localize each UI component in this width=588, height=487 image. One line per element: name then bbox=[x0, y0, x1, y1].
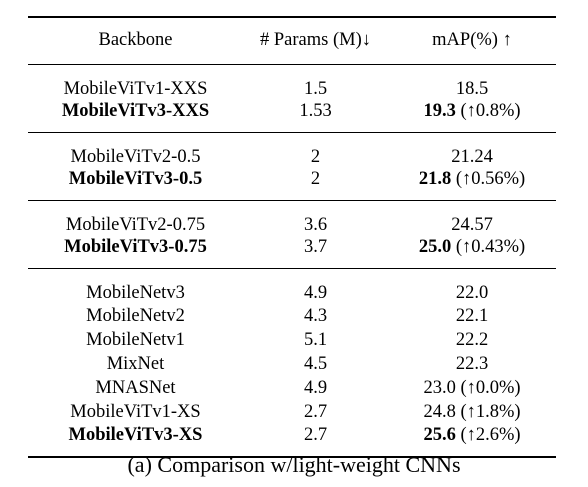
results-table: Backbone # Params (M)↓ mAP(%) ↑ MobileVi… bbox=[28, 16, 556, 458]
cell-backbone: MobileNetv1 bbox=[86, 329, 185, 350]
cell-params: 2.7 bbox=[243, 424, 388, 458]
cell-map: 22.3 bbox=[388, 352, 556, 376]
cell-backbone: MobileNetv2 bbox=[86, 305, 185, 326]
cell-params: 2 bbox=[310, 169, 321, 189]
cell-params: 1.53 bbox=[299, 101, 332, 121]
table-row: MixNet 4.5 22.3 bbox=[28, 352, 556, 376]
map-value: 21.8 bbox=[418, 169, 452, 189]
map-gain: (↑2.6%) bbox=[455, 425, 521, 445]
cell-map: 22.2 bbox=[388, 328, 556, 352]
cell-map: 22.1 bbox=[388, 304, 556, 328]
cell-backbone: MobileViTv2-0.5 bbox=[28, 132, 243, 168]
table-row: MobileViTv2-0.5 2 21.24 bbox=[28, 132, 556, 168]
cell-map: 21.24 bbox=[388, 132, 556, 168]
cell-params: 4.9 bbox=[303, 377, 328, 398]
map-gain: (↑0.8%) bbox=[455, 101, 521, 121]
cell-map: 23.0 (↑0.0%) bbox=[388, 376, 556, 400]
map-value: 22.0 bbox=[455, 282, 489, 303]
cell-backbone: MobileViTv3-XS bbox=[28, 424, 243, 458]
header-map: mAP(%) ↑ bbox=[388, 16, 556, 65]
map-value: 19.3 bbox=[423, 101, 456, 121]
cell-map: 25.6 (↑2.6%) bbox=[388, 424, 556, 458]
cell-params: 2 bbox=[243, 132, 388, 168]
cell-params: 5.1 bbox=[303, 329, 328, 350]
table-row: MobileViTv3-XS 2.7 25.6 (↑2.6%) bbox=[28, 424, 556, 458]
map-gain: (↑0.43%) bbox=[451, 237, 526, 257]
cell-params: 4.3 bbox=[303, 305, 328, 326]
header-backbone: Backbone bbox=[28, 16, 243, 65]
table-row: MobileNetv2 4.3 22.1 bbox=[28, 304, 556, 328]
table-row: MobileNetv3 4.9 22.0 bbox=[28, 268, 556, 304]
cell-backbone: MNASNet bbox=[95, 377, 176, 398]
table-row: MobileViTv3-0.75 3.7 25.0 (↑0.43%) bbox=[28, 236, 556, 269]
map-value: 22.1 bbox=[455, 305, 489, 326]
map-value: 22.3 bbox=[455, 353, 489, 374]
cell-params: 4.9 bbox=[243, 268, 388, 304]
table-row: MobileViTv1-XXS 1.5 18.5 bbox=[28, 65, 556, 101]
cell-map: 19.3 (↑0.8%) bbox=[388, 100, 556, 133]
table-row: MobileNetv1 5.1 22.2 bbox=[28, 328, 556, 352]
table-row: MNASNet 4.9 23.0 (↑0.0%) bbox=[28, 376, 556, 400]
map-value: 25.0 bbox=[418, 237, 452, 257]
table-row: MobileViTv3-0.5 2 21.8 (↑0.56%) bbox=[28, 168, 556, 201]
cell-backbone: MobileViTv1-XS bbox=[70, 401, 201, 422]
cell-backbone: MobileViTv1-XXS bbox=[63, 78, 208, 99]
map-value: 24.57 bbox=[451, 214, 493, 235]
cell-backbone: MobileViTv3-XXS bbox=[61, 101, 210, 121]
header-params: # Params (M)↓ bbox=[243, 16, 388, 65]
cell-backbone: MixNet bbox=[106, 353, 165, 374]
cell-map: 21.8 (↑0.56%) bbox=[388, 168, 556, 201]
table-caption: (a) Comparison w/light-weight CNNs bbox=[127, 452, 461, 477]
cell-params: 3.7 bbox=[303, 237, 328, 257]
table-row: MobileViTv3-XXS 1.53 19.3 (↑0.8%) bbox=[28, 100, 556, 133]
cell-map: 22.0 bbox=[388, 268, 556, 304]
table-row: MobileViTv2-0.75 3.6 24.57 bbox=[28, 200, 556, 236]
map-value: 18.5 bbox=[455, 78, 489, 99]
map-value: 23.0 (↑0.0%) bbox=[423, 377, 521, 398]
map-value: 22.2 bbox=[455, 329, 489, 350]
cell-backbone: MobileViTv2-0.75 bbox=[28, 200, 243, 236]
results-table-container: Backbone # Params (M)↓ mAP(%) ↑ MobileVi… bbox=[28, 16, 556, 458]
map-gain: (↑0.56%) bbox=[451, 169, 526, 189]
cell-map: 25.0 (↑0.43%) bbox=[388, 236, 556, 269]
map-value: 24.8 (↑1.8%) bbox=[423, 401, 521, 422]
cell-map: 24.57 bbox=[388, 200, 556, 236]
cell-params: 4.5 bbox=[303, 353, 328, 374]
cell-backbone: MobileViTv3-0.5 bbox=[68, 169, 203, 189]
table-body: MobileViTv1-XXS 1.5 18.5 MobileViTv3-XXS 1.5… bbox=[28, 65, 556, 458]
table-header-row: Backbone # Params (M)↓ mAP(%) ↑ bbox=[28, 16, 556, 65]
cell-backbone: MobileNetv3 bbox=[28, 268, 243, 304]
map-value: 21.24 bbox=[451, 146, 493, 167]
cell-params: 3.6 bbox=[243, 200, 388, 236]
cell-backbone: MobileViTv3-0.75 bbox=[64, 237, 207, 257]
cell-map: 18.5 bbox=[388, 65, 556, 101]
cell-params: 2.7 bbox=[303, 401, 328, 422]
map-value: 25.6 bbox=[423, 425, 456, 445]
cell-map: 24.8 (↑1.8%) bbox=[388, 400, 556, 424]
cell-params: 1.5 bbox=[303, 78, 328, 99]
table-row: MobileViTv1-XS 2.7 24.8 (↑1.8%) bbox=[28, 400, 556, 424]
